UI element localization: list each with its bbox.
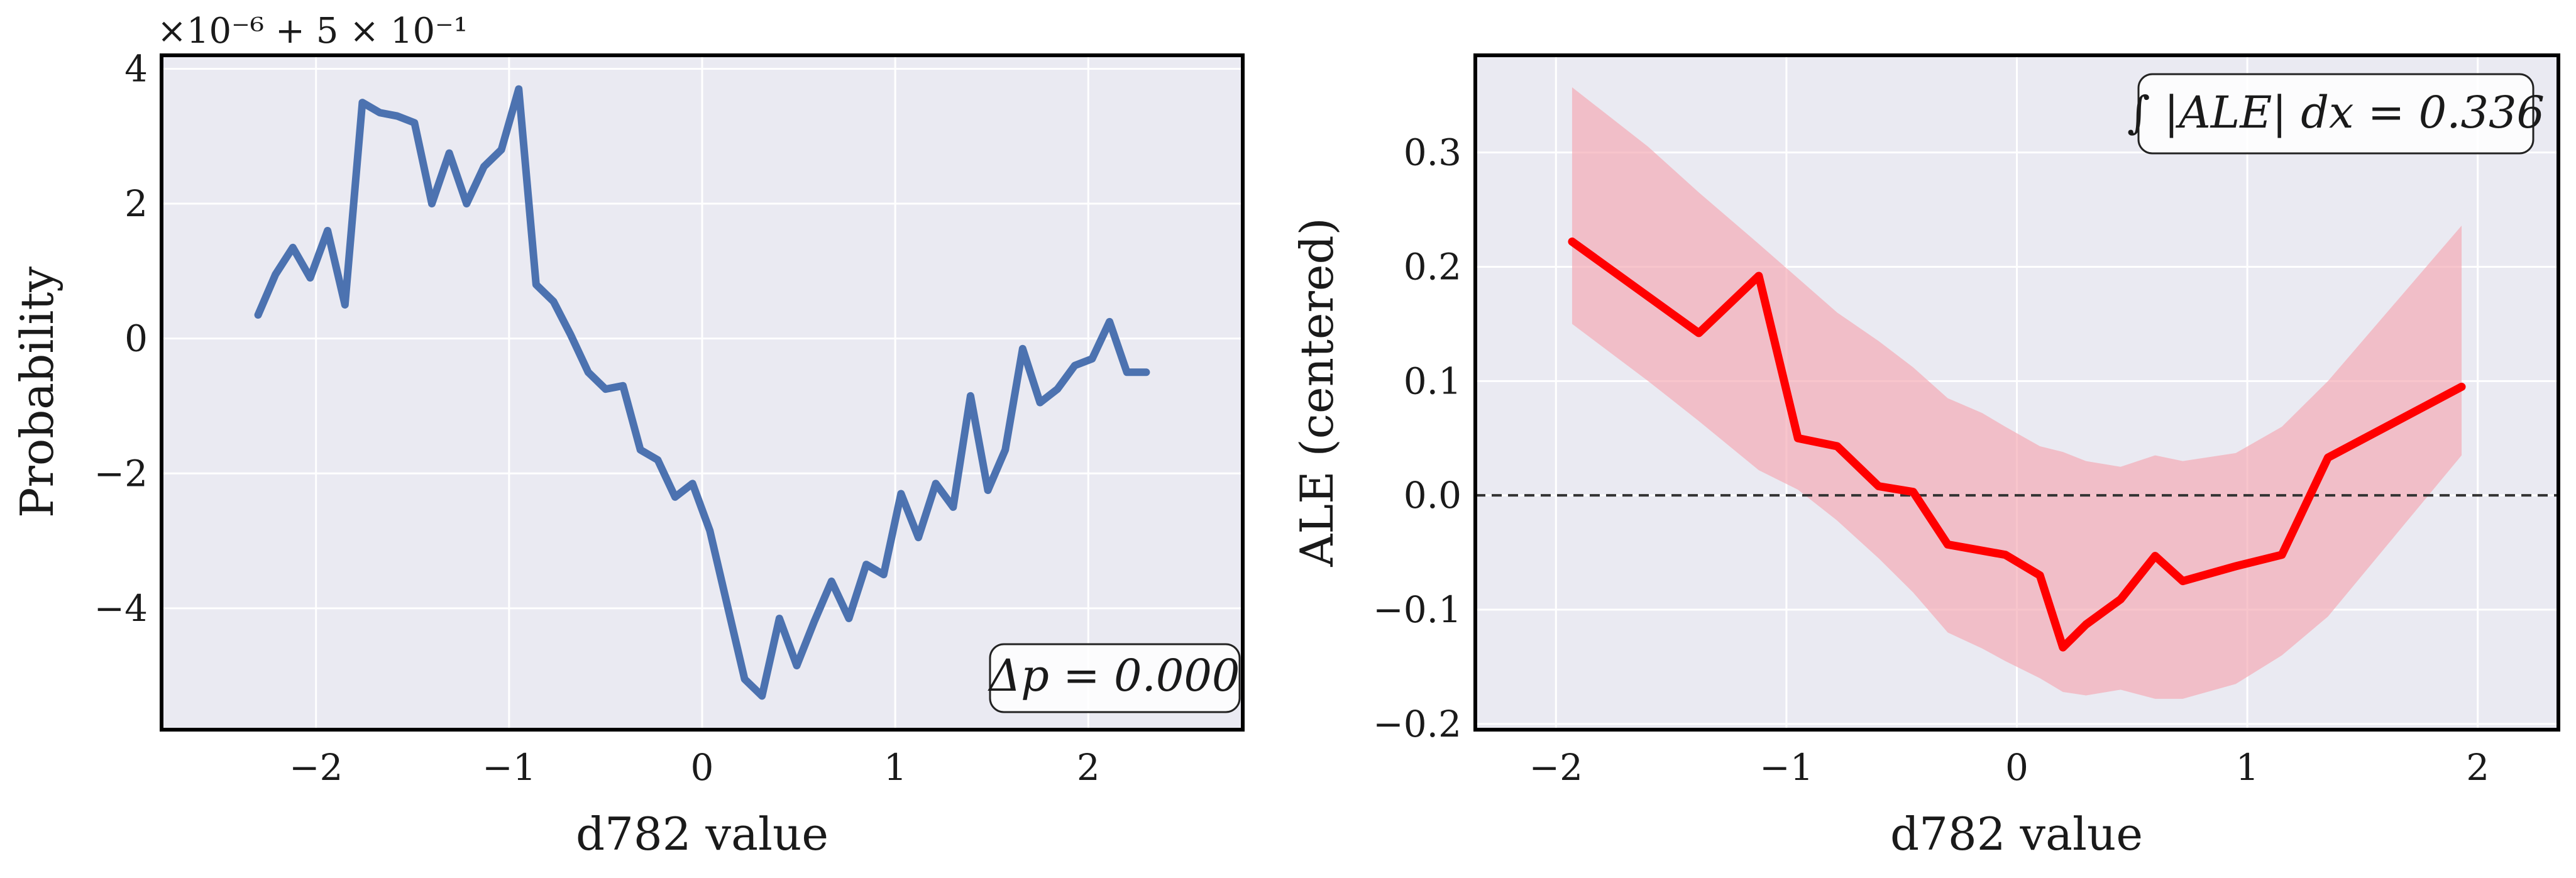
right-chart-annotation-text: ∫ |ALE| dx = 0.336 (2127, 87, 2545, 138)
right-chart-annotation-box (2137, 73, 2535, 155)
right-chart-x-tick-label: 2 (2466, 746, 2489, 789)
right-chart-y-tick-label: 0.3 (1404, 131, 1461, 174)
left-chart-grid (162, 55, 1243, 730)
right-chart-y-tick-label: −0.1 (1373, 588, 1461, 631)
left-chart-series-line (254, 85, 1150, 700)
right-chart-x-tick-label: 0 (2005, 746, 2028, 789)
left-chart-x-tick-label: −2 (289, 746, 343, 789)
left-chart-annotation-box (989, 643, 1241, 713)
right-chart-x-tick-label: 1 (2236, 746, 2259, 789)
left-chart: −2 −1 0 1 2 −4 −2 0 2 4 ×10⁻⁶ + 5 × 10⁻¹ d782 va… (11, 11, 1245, 860)
left-chart-x-axis-label: d782 value (576, 808, 828, 860)
left-chart-y-tick-label: 4 (124, 47, 148, 90)
right-chart-frame (1473, 53, 2560, 732)
left-chart-data (254, 85, 1150, 700)
left-chart-y-ticks: −4 −2 0 2 4 (94, 47, 148, 629)
right-chart-x-tick-label: −2 (1529, 746, 1583, 789)
right-chart-x-ticks: −2 −1 0 1 2 (1529, 746, 2490, 789)
left-chart-annotation-text: Δp = 0.000 (988, 650, 1240, 701)
right-chart-y-tick-label: −0.2 (1373, 703, 1461, 745)
right-chart-y-tick-label: 0.1 (1404, 359, 1461, 402)
left-chart-x-tick-label: 2 (1077, 746, 1100, 789)
left-chart-offset-text: ×10⁻⁶ + 5 × 10⁻¹ (157, 11, 468, 52)
left-chart-annotation: Δp = 0.000 (988, 643, 1241, 713)
right-chart-y-axis-label: ALE (centered) (1291, 217, 1343, 567)
left-chart-y-tick-label: 0 (124, 317, 148, 360)
right-chart-y-tick-label: 0.0 (1404, 474, 1461, 517)
left-chart-frame (160, 53, 1245, 732)
right-chart-annotation: ∫ |ALE| dx = 0.336 (2127, 73, 2545, 155)
left-chart-x-tick-label: −1 (482, 746, 536, 789)
right-chart-y-tick-label: 0.2 (1404, 245, 1461, 288)
right-chart: −2 −1 0 1 2 −0.2−0.10.00.10.20.3 d782 value … (1291, 53, 2560, 860)
left-chart-y-tick-label: −4 (94, 587, 148, 630)
left-chart-x-tick-label: 1 (884, 746, 907, 789)
right-chart-data (1475, 87, 2558, 699)
left-chart-x-ticks: −2 −1 0 1 2 (289, 746, 1100, 789)
left-chart-x-tick-label: 0 (691, 746, 714, 789)
right-chart-y-ticks: −0.2 −0.1 0.0 0.1 0.2 0.3 (1373, 131, 1461, 745)
right-chart-confidence-band (1571, 87, 2462, 699)
right-chart-x-tick-label: −1 (1759, 746, 1814, 789)
left-chart-y-tick-label: −2 (94, 452, 148, 495)
left-chart-y-axis-label: Probability (11, 266, 63, 518)
right-chart-x-axis-label: d782 value (1890, 808, 2143, 860)
left-chart-y-tick-label: 2 (124, 182, 148, 225)
